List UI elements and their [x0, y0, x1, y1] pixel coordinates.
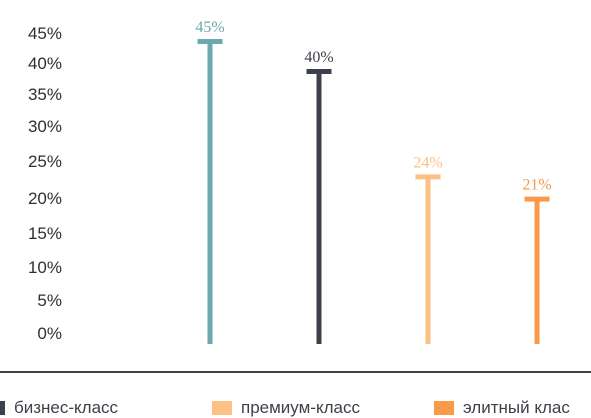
y-tick-label: 15%: [28, 224, 62, 243]
y-tick-label: 5%: [37, 291, 62, 310]
bar-value-label: 24%: [413, 154, 442, 171]
legend-item-premium: премиум-класс: [212, 398, 360, 418]
legend-label-business: бизнес-класс: [14, 398, 119, 417]
bars: 45% 40% 24% 21%: [195, 19, 552, 344]
legend: бизнес-класс премиум-класс элитный клас: [0, 392, 591, 417]
bar-value-label: 45%: [195, 19, 224, 36]
y-tick-label: 35%: [28, 85, 62, 104]
legend-label-elite: элитный клас: [463, 398, 570, 417]
legend-item-business: бизнес-класс: [0, 398, 118, 418]
y-tick-label: 40%: [28, 54, 62, 73]
y-tick-label: 20%: [28, 189, 62, 208]
y-tick-label: 10%: [28, 258, 62, 277]
bar-chart: 45% 40% 35% 30% 25% 20% 15% 10% 5% 0% 45% 40% 24% 21…: [0, 19, 591, 373]
bar-value-label: 21%: [522, 177, 551, 194]
bar-cap: [306, 69, 332, 74]
bar-stem: [316, 71, 322, 344]
legend-swatch-premium: [212, 401, 232, 415]
y-tick-label: 25%: [28, 152, 62, 171]
bar-stem: [207, 41, 213, 344]
y-tick-label: 45%: [28, 24, 62, 43]
bar-value-label: 40%: [304, 49, 333, 66]
y-tick-label: 0%: [37, 324, 62, 343]
legend-swatch-business: [0, 401, 5, 415]
bar-cap: [524, 196, 550, 202]
bar-stem: [425, 176, 431, 344]
legend-item-elite: элитный клас: [434, 398, 570, 418]
bar-stem: [534, 198, 540, 344]
bar-cap: [197, 39, 223, 44]
legend-swatch-elite: [434, 401, 454, 415]
legend-label-premium: премиум-класс: [241, 398, 360, 417]
y-axis: 45% 40% 35% 30% 25% 20% 15% 10% 5% 0%: [28, 24, 62, 343]
bar-cap: [415, 174, 441, 180]
y-tick-label: 30%: [28, 117, 62, 136]
